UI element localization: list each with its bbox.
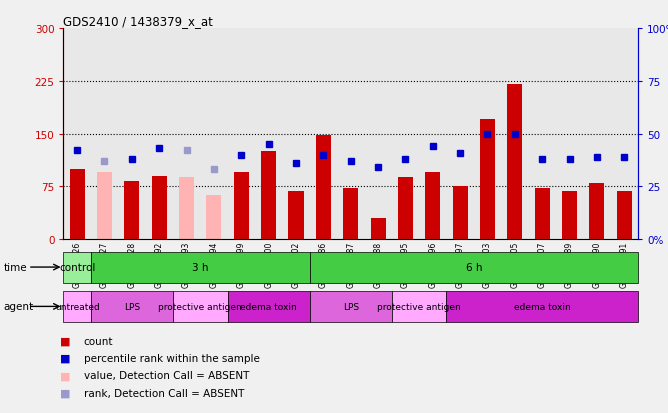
- Text: count: count: [84, 336, 113, 346]
- Text: ■: ■: [60, 353, 71, 363]
- Text: GDS2410 / 1438379_x_at: GDS2410 / 1438379_x_at: [63, 15, 213, 28]
- Bar: [63, 291, 91, 322]
- Bar: [261, 152, 276, 240]
- Text: untreated: untreated: [55, 302, 100, 311]
- Bar: [371, 218, 385, 240]
- Bar: [69, 169, 85, 240]
- Bar: [91, 252, 310, 283]
- Bar: [310, 291, 391, 322]
- Bar: [97, 173, 112, 240]
- Text: value, Detection Call = ABSENT: value, Detection Call = ABSENT: [84, 370, 249, 380]
- Text: agent: agent: [3, 301, 33, 312]
- Bar: [480, 120, 495, 240]
- Bar: [228, 291, 310, 322]
- Bar: [316, 135, 331, 240]
- Bar: [446, 291, 638, 322]
- Bar: [562, 192, 577, 240]
- Text: LPS: LPS: [124, 302, 140, 311]
- Bar: [179, 178, 194, 240]
- Bar: [343, 189, 358, 240]
- Text: 6 h: 6 h: [466, 262, 482, 273]
- Text: protective antigen: protective antigen: [377, 302, 461, 311]
- Bar: [426, 173, 440, 240]
- Text: edema toxin: edema toxin: [514, 302, 570, 311]
- Bar: [152, 176, 167, 240]
- Bar: [173, 291, 228, 322]
- Bar: [91, 291, 173, 322]
- Bar: [589, 183, 605, 240]
- Text: edema toxin: edema toxin: [240, 302, 297, 311]
- Text: LPS: LPS: [343, 302, 359, 311]
- Text: ■: ■: [60, 370, 71, 380]
- Bar: [391, 291, 446, 322]
- Bar: [310, 252, 638, 283]
- Text: percentile rank within the sample: percentile rank within the sample: [84, 353, 259, 363]
- Text: time: time: [3, 262, 27, 273]
- Text: ■: ■: [60, 388, 71, 398]
- Bar: [617, 192, 632, 240]
- Bar: [453, 187, 468, 240]
- Bar: [534, 189, 550, 240]
- Text: control: control: [59, 262, 96, 273]
- Bar: [124, 182, 140, 240]
- Bar: [507, 85, 522, 240]
- Text: protective antigen: protective antigen: [158, 302, 242, 311]
- Bar: [63, 252, 91, 283]
- Bar: [289, 192, 303, 240]
- Text: rank, Detection Call = ABSENT: rank, Detection Call = ABSENT: [84, 388, 244, 398]
- Text: ■: ■: [60, 336, 71, 346]
- Bar: [398, 178, 413, 240]
- Bar: [234, 173, 248, 240]
- Bar: [206, 196, 221, 240]
- Text: 3 h: 3 h: [192, 262, 208, 273]
